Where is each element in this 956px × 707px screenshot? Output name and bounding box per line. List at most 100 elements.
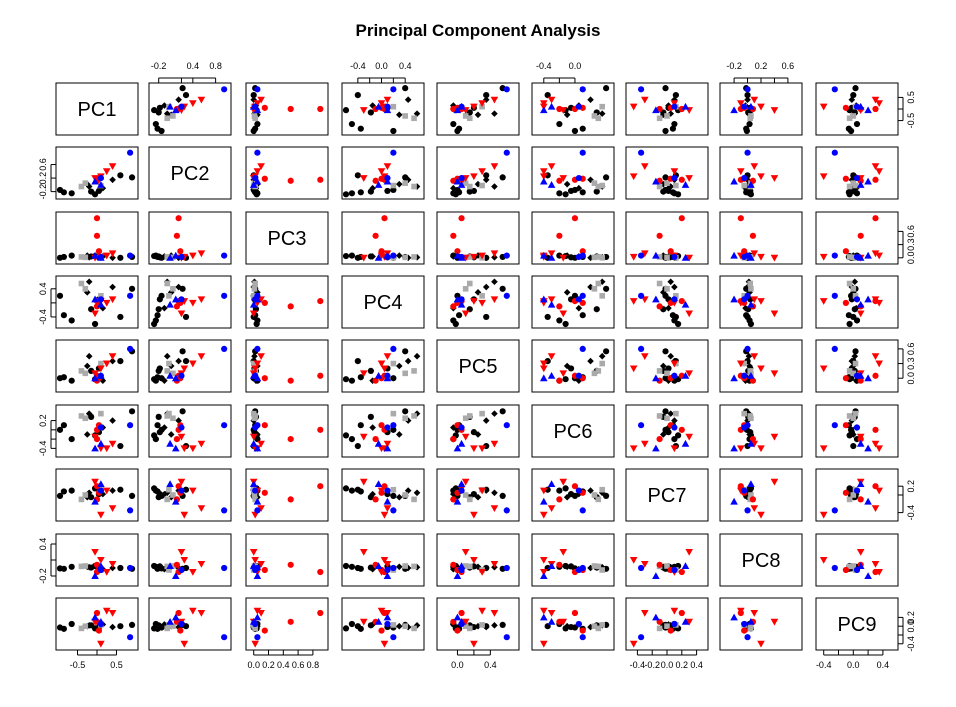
data-point [547, 505, 556, 512]
data-point [411, 183, 417, 190]
data-point [154, 312, 161, 319]
data-point [559, 175, 568, 182]
data-point [261, 104, 268, 111]
data-point [127, 507, 134, 514]
data-point [78, 496, 85, 503]
data-point [369, 424, 376, 431]
data-point [68, 563, 75, 570]
data-point [97, 181, 105, 188]
data-point [547, 102, 556, 110]
data-point [395, 180, 403, 188]
data-point [831, 564, 838, 572]
data-point [68, 436, 75, 443]
panel-frame [55, 146, 139, 200]
data-point [402, 180, 408, 186]
data-point [652, 572, 660, 579]
data-point [177, 549, 186, 556]
data-point [579, 189, 586, 196]
tick-label: -0.2 [38, 184, 48, 200]
data-point [562, 485, 569, 492]
data-point [359, 618, 368, 626]
data-point [457, 254, 466, 261]
data-point [97, 439, 105, 447]
data-point [857, 232, 864, 239]
data-point [503, 507, 510, 514]
data-point [587, 357, 594, 365]
data-point [559, 549, 568, 556]
data-point [378, 422, 385, 429]
data-point [539, 640, 548, 648]
data-point [128, 621, 136, 628]
data-point [660, 362, 667, 370]
data-point [856, 480, 865, 487]
data-point [539, 374, 548, 382]
data-point [117, 486, 124, 493]
data-point [853, 120, 861, 128]
data-point [317, 426, 324, 433]
data-point [177, 248, 184, 255]
data-point [673, 293, 679, 299]
data-point [737, 100, 745, 108]
data-point [359, 254, 368, 262]
data-point [856, 433, 865, 441]
data-point [458, 424, 465, 431]
data-point [850, 442, 857, 450]
data-point [499, 621, 506, 628]
data-point [770, 370, 779, 378]
tick-label: -0.4 [630, 660, 646, 670]
tick-label: 0.4 [38, 283, 48, 296]
data-point [97, 300, 105, 308]
data-point [664, 254, 670, 261]
data-point [503, 86, 510, 93]
data-point [390, 186, 397, 194]
data-point [842, 375, 850, 382]
tick-label: 0.8 [307, 660, 320, 670]
data-point [638, 345, 645, 352]
data-point [656, 561, 663, 568]
data-point [482, 96, 490, 104]
data-point [117, 564, 124, 572]
panel-PC7-vs-PC9 [815, 468, 899, 522]
data-point [850, 370, 857, 377]
data-point [261, 489, 268, 496]
panel-PC1-vs-PC2 [148, 82, 232, 136]
data-point [182, 92, 190, 99]
panel-frame [341, 211, 425, 265]
data-point [457, 300, 466, 308]
data-point [60, 312, 67, 319]
data-point [871, 353, 880, 361]
data-point [599, 103, 606, 110]
data-point [629, 365, 638, 373]
data-point [730, 295, 738, 303]
panel-PC8-vs-PC8: PC8 [719, 533, 803, 587]
tick-label: -0.5 [906, 113, 916, 129]
data-point [744, 86, 751, 93]
data-point [556, 496, 563, 503]
data-point [390, 103, 397, 110]
data-point [374, 480, 383, 487]
panel-frame [625, 82, 709, 136]
data-point [591, 623, 598, 629]
data-point [453, 251, 462, 259]
data-point [559, 254, 568, 262]
data-point [372, 436, 379, 443]
data-point [95, 248, 103, 255]
data-point [91, 433, 99, 441]
panel-frame [148, 404, 232, 458]
data-point [875, 487, 883, 495]
data-point [852, 348, 859, 355]
data-point [156, 365, 163, 372]
data-point [390, 426, 397, 433]
data-point [171, 497, 180, 505]
data-point [83, 362, 91, 370]
data-point [747, 280, 754, 287]
data-point [871, 440, 880, 448]
data-point [595, 280, 602, 287]
data-point [180, 445, 189, 453]
data-point [848, 96, 856, 104]
data-point [189, 487, 197, 495]
tick-label: 0.0 [906, 252, 916, 265]
data-point [377, 100, 386, 108]
panel-frame [341, 82, 425, 136]
data-point [221, 564, 228, 572]
